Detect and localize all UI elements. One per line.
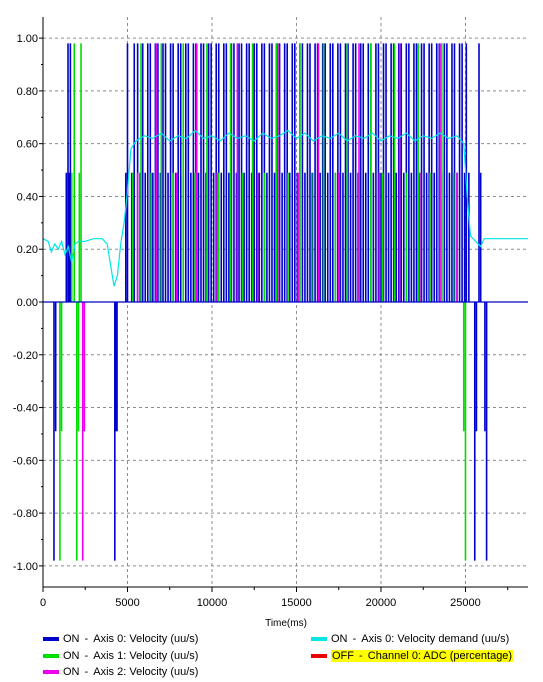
legend-text: Axis 2: Velocity (uu/s) [93, 665, 199, 678]
legend-label-wrap: ON - Axis 1: Velocity (uu/s) [63, 649, 199, 662]
legend-item-axis0-velocity-demand[interactable]: ON - Axis 0: Velocity demand (uu/s) [311, 631, 509, 646]
y-tick-label: 0.80 [17, 86, 38, 98]
legend-swatch-red [311, 653, 327, 658]
data-series [42, 43, 528, 561]
legend-state: ON [331, 632, 348, 645]
x-tick-label: 25000 [450, 597, 481, 609]
series-3-line [42, 129, 528, 287]
y-tick-label: -0.40 [13, 403, 38, 415]
legend-label-wrap: ON - Axis 2: Velocity (uu/s) [63, 665, 199, 678]
x-tick-label: 20000 [366, 597, 397, 609]
x-tick-label: 5000 [115, 597, 139, 609]
legend-swatch-blue [43, 636, 59, 641]
y-tick-label: 0.20 [17, 244, 38, 256]
legend-swatch-cyan [311, 636, 327, 641]
legend-swatch-green [43, 653, 59, 658]
legend-item-axis1-velocity[interactable]: ON - Axis 1: Velocity (uu/s) [43, 648, 198, 663]
legend-text: Axis 1: Velocity (uu/s) [93, 649, 199, 662]
y-tick-label: 1.00 [17, 33, 38, 45]
y-tick-label: -0.60 [13, 455, 38, 467]
legend-item-axis0-velocity[interactable]: ON - Axis 0: Velocity (uu/s) [43, 631, 198, 646]
legend-item-channel0-adc[interactable]: OFF - Channel 0: ADC (percentage) [311, 648, 514, 663]
x-axis-title: Time(ms) [265, 618, 307, 629]
legend-label-wrap: ON - Axis 0: Velocity demand (uu/s) [331, 632, 510, 645]
y-tick-label: -0.20 [13, 350, 38, 362]
legend-text: Axis 0: Velocity demand (uu/s) [361, 632, 510, 645]
legend-swatch-magenta [43, 669, 59, 674]
legend-state: ON [63, 649, 80, 662]
legend-state: ON [63, 632, 80, 645]
legend-label-wrap: ON - Axis 0: Velocity (uu/s) [63, 632, 199, 645]
y-tick-label: 0.00 [17, 297, 38, 309]
legend-text: Axis 0: Velocity (uu/s) [93, 632, 199, 645]
legend-text: Channel 0: ADC (percentage) [367, 649, 513, 662]
legend-state: ON [63, 665, 80, 678]
legend-label-wrap: OFF - Channel 0: ADC (percentage) [331, 649, 514, 662]
y-tick-label: 0.40 [17, 191, 38, 203]
y-tick-label: -0.80 [13, 508, 38, 520]
chart-legend: ON - Axis 0: Velocity (uu/s) ON - Axis 1… [0, 631, 543, 682]
x-tick-label: 0 [40, 597, 46, 609]
grid-lines [43, 17, 528, 587]
x-tick-label: 15000 [281, 597, 312, 609]
chart-plot: 1.00 0.80 0.60 0.40 0.20 0.00 -0.20 -0.40 -0.60 -… [12, 17, 528, 629]
x-tick-label: 10000 [197, 597, 228, 609]
axes: 1.00 0.80 0.60 0.40 0.20 0.00 -0.20 -0.40 -0.60 -… [13, 17, 528, 609]
y-tick-label: -1.00 [13, 561, 38, 573]
legend-item-axis2-velocity[interactable]: ON - Axis 2: Velocity (uu/s) [43, 664, 198, 679]
legend-state: OFF [332, 649, 354, 662]
y-tick-label: 0.60 [17, 139, 38, 151]
